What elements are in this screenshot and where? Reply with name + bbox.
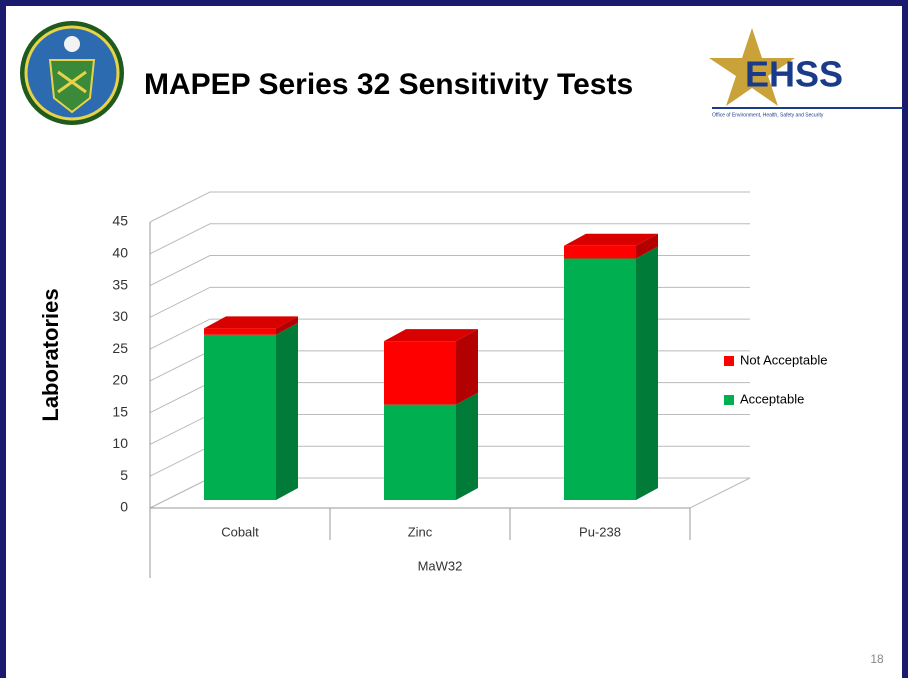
bar-segment — [384, 329, 478, 405]
y-tick-label: 5 — [120, 467, 128, 483]
x-tick-label: Zinc — [408, 524, 433, 539]
y-tick-label: 30 — [112, 308, 128, 324]
bar-front — [384, 404, 456, 500]
bar-segment — [204, 322, 298, 500]
y-tick-label: 20 — [112, 372, 128, 388]
y-tick-label: 25 — [112, 340, 128, 356]
y-tick-label: 45 — [112, 213, 128, 229]
grid-line — [149, 223, 750, 255]
bar-top — [384, 329, 478, 342]
bar-front — [564, 245, 636, 259]
y-tick-label: 40 — [112, 244, 128, 260]
logo-subtitle: Office of Environment, Health, Safety an… — [712, 112, 824, 118]
x-tick-label: Cobalt — [221, 524, 259, 539]
y-tick-label: 10 — [112, 435, 128, 451]
bar-top — [564, 233, 658, 246]
bar-side — [276, 316, 298, 335]
y-tick-label: 15 — [112, 403, 128, 419]
bar-segment — [204, 316, 298, 335]
bar-segment — [564, 246, 658, 500]
bar-side — [636, 246, 658, 500]
legend-swatch — [724, 395, 734, 405]
logo-text: EHSS — [745, 54, 843, 95]
bar-segment — [564, 233, 658, 259]
bar-side — [276, 322, 298, 500]
y-axis-label: Laboratories — [38, 288, 63, 421]
bar-side — [456, 329, 478, 405]
legend-label: Not Acceptable — [740, 352, 827, 367]
y-tick-label: 35 — [112, 276, 128, 292]
grid-line — [149, 191, 750, 223]
doe-seal — [20, 21, 124, 125]
legend-label: Acceptable — [740, 391, 804, 406]
bar-front — [204, 328, 276, 335]
ehss-logo: EHSS Office of Environment, Health, Safe… — [709, 28, 903, 118]
bar-front — [204, 334, 276, 500]
x-tick-label: Pu-238 — [579, 524, 621, 539]
bar-front — [384, 341, 456, 405]
page-number: 18 — [870, 652, 884, 666]
bar-side — [636, 233, 658, 259]
y-tick-label: 0 — [120, 499, 128, 515]
legend-swatch — [724, 356, 734, 366]
bar-side — [456, 392, 478, 500]
bar-top — [204, 316, 298, 329]
x-axis-label: MaW32 — [418, 558, 463, 573]
slide-title: MAPEP Series 32 Sensitivity Tests — [144, 68, 633, 101]
bar-front — [564, 258, 636, 500]
bar-segment — [384, 392, 478, 500]
